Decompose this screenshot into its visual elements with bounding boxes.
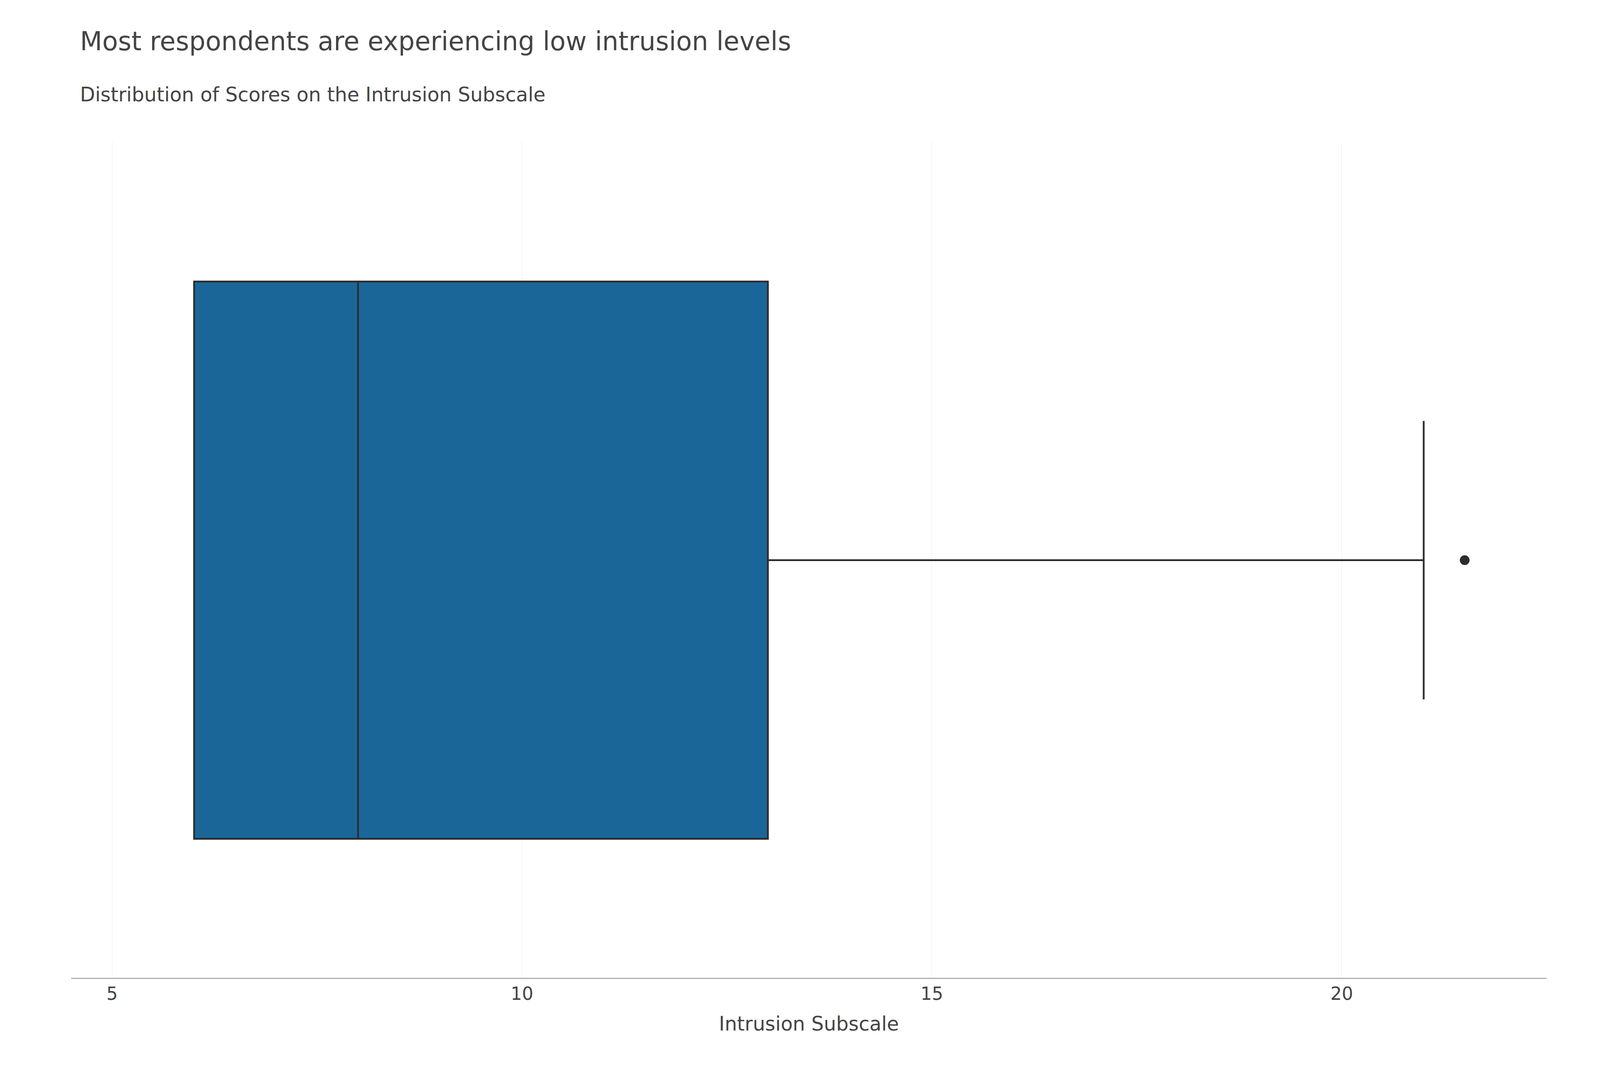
svg-text:5: 5 [106,983,118,1004]
svg-text:Distribution of Scores on the: Distribution of Scores on the Intrusion … [80,83,546,106]
svg-text:15: 15 [920,983,944,1004]
svg-text:Intrusion Subscale: Intrusion Subscale [718,1012,899,1035]
svg-text:20: 20 [1330,983,1353,1004]
svg-text:Most respondents are experienc: Most respondents are experiencing low in… [80,26,792,57]
svg-text:10: 10 [510,983,534,1004]
